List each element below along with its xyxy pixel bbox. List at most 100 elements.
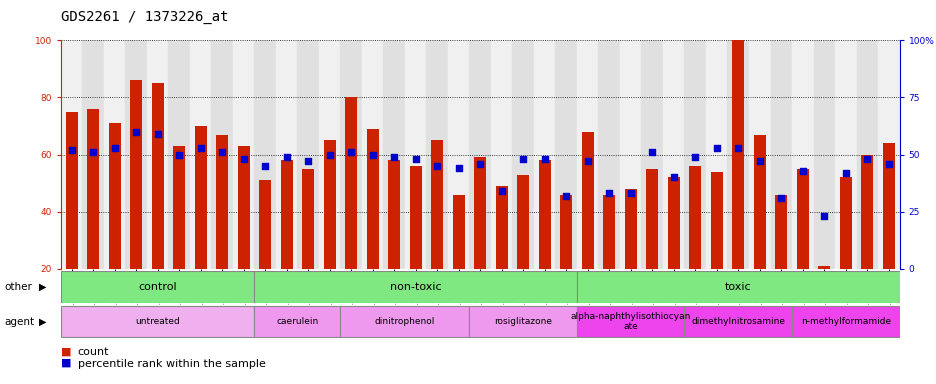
Point — [387, 154, 402, 160]
Bar — [216, 134, 227, 269]
Bar — [812, 40, 834, 269]
Point — [344, 149, 358, 156]
Text: ■: ■ — [61, 346, 71, 356]
Bar — [577, 306, 684, 337]
Bar — [255, 271, 577, 303]
Point — [752, 158, 767, 164]
Bar — [726, 40, 748, 269]
Bar — [534, 40, 555, 269]
Bar — [791, 306, 899, 337]
Text: GDS2261 / 1373226_at: GDS2261 / 1373226_at — [61, 10, 228, 23]
Bar — [344, 98, 357, 269]
Bar — [87, 109, 99, 269]
Bar — [233, 40, 255, 269]
Bar — [238, 146, 249, 269]
Bar — [388, 160, 400, 269]
Bar — [598, 40, 620, 269]
Bar — [624, 189, 636, 269]
Bar — [469, 306, 577, 337]
Point — [795, 167, 810, 174]
Bar — [361, 40, 383, 269]
Point — [408, 156, 423, 162]
Point — [536, 156, 551, 162]
Point — [622, 190, 637, 197]
Bar — [152, 83, 164, 269]
Point — [730, 145, 745, 151]
Bar — [61, 306, 255, 337]
Point — [171, 152, 186, 158]
Bar — [839, 177, 851, 269]
Bar — [748, 40, 769, 269]
Point — [687, 154, 702, 160]
Bar — [684, 306, 791, 337]
Point — [128, 129, 143, 135]
Point — [493, 188, 508, 194]
Point — [451, 165, 466, 171]
Bar — [796, 169, 808, 269]
Bar — [447, 40, 469, 269]
Point — [773, 195, 788, 201]
Bar — [469, 40, 490, 269]
Bar — [474, 157, 486, 269]
Bar — [512, 40, 534, 269]
Bar — [302, 169, 314, 269]
Text: toxic: toxic — [724, 282, 751, 292]
Text: control: control — [139, 282, 177, 292]
Point — [257, 163, 272, 169]
Bar — [130, 80, 142, 269]
Bar — [318, 40, 340, 269]
Point — [859, 156, 874, 162]
Text: caerulein: caerulein — [276, 317, 318, 326]
Bar — [173, 146, 185, 269]
Bar — [856, 40, 877, 269]
Bar — [860, 155, 872, 269]
Text: agent: agent — [5, 316, 35, 327]
Bar — [620, 40, 641, 269]
Bar — [195, 126, 206, 269]
Bar — [452, 195, 464, 269]
Bar — [426, 40, 447, 269]
Bar — [641, 40, 663, 269]
Bar — [705, 40, 726, 269]
Bar — [769, 40, 791, 269]
Point — [709, 145, 724, 151]
Bar — [255, 40, 275, 269]
Bar — [560, 195, 572, 269]
Point — [300, 158, 315, 164]
Bar — [667, 177, 679, 269]
Bar — [603, 195, 615, 269]
Point — [816, 213, 831, 219]
Bar — [581, 132, 593, 269]
Text: dimethylnitrosamine: dimethylnitrosamine — [691, 317, 784, 326]
Bar — [109, 123, 121, 269]
Point — [644, 149, 659, 156]
Bar — [882, 143, 894, 269]
Bar — [255, 306, 340, 337]
Bar — [281, 160, 292, 269]
Bar — [125, 40, 147, 269]
Bar — [324, 140, 335, 269]
Text: untreated: untreated — [135, 317, 180, 326]
Text: ■: ■ — [61, 358, 71, 368]
Bar — [877, 40, 899, 269]
Point — [515, 156, 530, 162]
Point — [64, 147, 79, 153]
Text: ▶: ▶ — [39, 282, 47, 292]
Bar — [834, 40, 856, 269]
Bar — [490, 40, 512, 269]
Point — [322, 152, 337, 158]
Bar — [663, 40, 684, 269]
Point — [236, 156, 251, 162]
Bar — [82, 40, 104, 269]
Text: percentile rank within the sample: percentile rank within the sample — [78, 359, 266, 369]
Bar — [555, 40, 577, 269]
Text: dinitrophenol: dinitrophenol — [374, 317, 434, 326]
Text: n-methylformamide: n-methylformamide — [800, 317, 890, 326]
Bar — [212, 40, 233, 269]
Bar — [710, 172, 722, 269]
Point — [881, 161, 896, 167]
Bar — [517, 175, 529, 269]
Bar — [577, 40, 598, 269]
Bar — [190, 40, 212, 269]
Text: rosiglitazone: rosiglitazone — [493, 317, 551, 326]
